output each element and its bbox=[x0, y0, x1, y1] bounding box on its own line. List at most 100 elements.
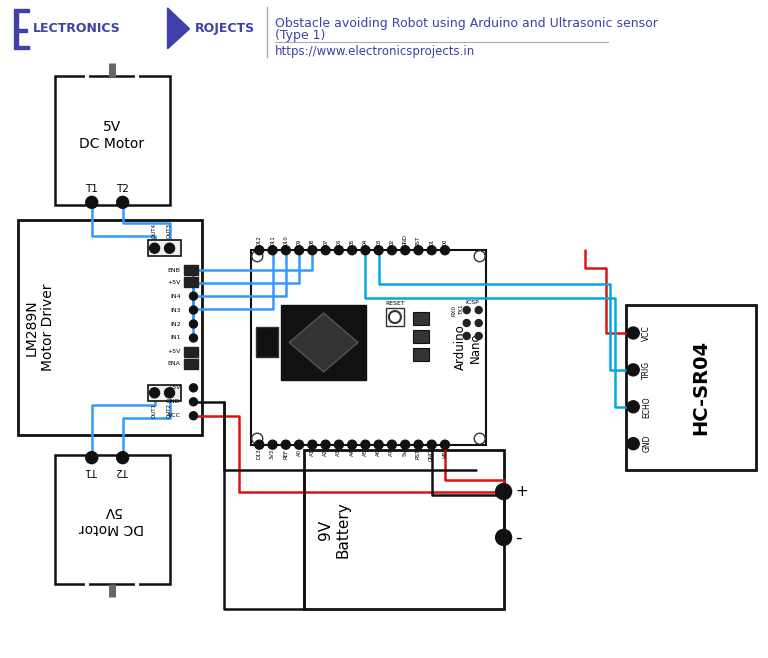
Text: A5: A5 bbox=[363, 449, 368, 456]
Bar bbox=[18, 220, 203, 435]
Circle shape bbox=[321, 245, 330, 255]
Text: ICSP: ICSP bbox=[466, 300, 479, 305]
Circle shape bbox=[427, 440, 436, 449]
Circle shape bbox=[281, 440, 290, 449]
Text: DC Motor
5V: DC Motor 5V bbox=[79, 505, 144, 534]
Text: D13: D13 bbox=[257, 449, 262, 459]
Bar bbox=[184, 359, 198, 369]
Text: A7: A7 bbox=[389, 449, 395, 456]
Bar bbox=[626, 305, 756, 470]
Text: D12: D12 bbox=[257, 236, 262, 246]
Text: +: + bbox=[515, 484, 528, 499]
Bar bbox=[413, 348, 429, 361]
Circle shape bbox=[348, 245, 356, 255]
Circle shape bbox=[150, 243, 160, 253]
Circle shape bbox=[495, 530, 511, 545]
Bar bbox=[55, 76, 170, 205]
Circle shape bbox=[475, 332, 482, 340]
Text: (Type 1): (Type 1) bbox=[275, 29, 326, 42]
Circle shape bbox=[190, 334, 197, 342]
Text: OUT3: OUT3 bbox=[167, 223, 172, 238]
Text: IN4: IN4 bbox=[170, 293, 180, 299]
Circle shape bbox=[414, 245, 423, 255]
Circle shape bbox=[627, 364, 639, 376]
Text: T1: T1 bbox=[85, 466, 98, 476]
Text: +5V: +5V bbox=[167, 280, 180, 285]
Text: ENB: ENB bbox=[167, 268, 180, 272]
Circle shape bbox=[401, 245, 409, 255]
Circle shape bbox=[374, 245, 383, 255]
Bar bbox=[147, 240, 181, 256]
Text: VCC: VCC bbox=[642, 325, 651, 341]
Text: GND: GND bbox=[429, 449, 434, 461]
Bar bbox=[281, 305, 366, 380]
Text: D4: D4 bbox=[363, 239, 368, 246]
Text: D8: D8 bbox=[310, 239, 315, 246]
Text: OUT1: OUT1 bbox=[152, 403, 157, 418]
Circle shape bbox=[190, 306, 197, 314]
Text: D3: D3 bbox=[376, 239, 381, 246]
Circle shape bbox=[281, 245, 290, 255]
Text: T2: T2 bbox=[116, 184, 129, 194]
Circle shape bbox=[86, 196, 98, 209]
Circle shape bbox=[190, 292, 197, 300]
Text: RX0: RX0 bbox=[452, 305, 456, 316]
Circle shape bbox=[495, 484, 511, 499]
Text: TRIG: TRIG bbox=[642, 361, 651, 379]
Circle shape bbox=[463, 320, 470, 326]
Polygon shape bbox=[167, 8, 190, 49]
Text: GND: GND bbox=[642, 435, 651, 453]
Circle shape bbox=[295, 440, 303, 449]
Bar bbox=[147, 385, 181, 401]
Text: GND: GND bbox=[166, 399, 180, 404]
Text: ROJECTS: ROJECTS bbox=[194, 22, 254, 36]
Text: T2: T2 bbox=[116, 466, 129, 476]
Text: A2: A2 bbox=[323, 449, 328, 456]
Text: OUT2: OUT2 bbox=[167, 403, 172, 418]
Text: Arduino
Nano: Arduino Nano bbox=[454, 324, 482, 370]
Circle shape bbox=[427, 245, 436, 255]
Text: ENA: ENA bbox=[167, 361, 180, 367]
Text: D11: D11 bbox=[270, 236, 275, 246]
Text: Obstacle avoiding Robot using Arduino and Ultrasonic sensor: Obstacle avoiding Robot using Arduino an… bbox=[275, 17, 658, 30]
Text: +5V: +5V bbox=[167, 349, 180, 355]
Text: IN2: IN2 bbox=[170, 322, 180, 326]
Bar bbox=[184, 277, 198, 287]
Circle shape bbox=[295, 245, 303, 255]
Text: D6: D6 bbox=[336, 239, 341, 246]
Bar bbox=[55, 455, 170, 584]
Circle shape bbox=[627, 401, 639, 413]
Circle shape bbox=[627, 438, 639, 449]
Circle shape bbox=[164, 388, 174, 398]
Bar bbox=[413, 312, 429, 325]
Circle shape bbox=[150, 388, 160, 398]
Circle shape bbox=[401, 440, 409, 449]
Bar bbox=[184, 265, 198, 275]
Text: TX1: TX1 bbox=[459, 305, 464, 315]
Bar bbox=[257, 327, 278, 357]
Text: -: - bbox=[515, 528, 522, 546]
Text: A3: A3 bbox=[336, 449, 341, 455]
Circle shape bbox=[414, 440, 423, 449]
Text: D0: D0 bbox=[442, 239, 448, 246]
Text: RESET: RESET bbox=[385, 301, 405, 306]
Polygon shape bbox=[290, 313, 358, 372]
Circle shape bbox=[190, 398, 197, 406]
Text: IN1: IN1 bbox=[170, 336, 180, 340]
Circle shape bbox=[463, 332, 470, 340]
Circle shape bbox=[190, 412, 197, 420]
Text: ECHO: ECHO bbox=[642, 396, 651, 418]
Circle shape bbox=[321, 440, 330, 449]
Text: RST: RST bbox=[416, 236, 421, 246]
Circle shape bbox=[86, 451, 98, 464]
Circle shape bbox=[255, 440, 263, 449]
Circle shape bbox=[627, 327, 639, 339]
Text: https://www.electronicsprojects.in: https://www.electronicsprojects.in bbox=[275, 45, 475, 58]
Text: D5: D5 bbox=[349, 239, 355, 246]
Text: LM289N
Motor Driver: LM289N Motor Driver bbox=[25, 284, 55, 371]
Text: A6: A6 bbox=[376, 449, 381, 456]
Text: VIN: VIN bbox=[442, 449, 448, 458]
Circle shape bbox=[441, 245, 449, 255]
Text: HC-SR04: HC-SR04 bbox=[691, 340, 710, 435]
Circle shape bbox=[255, 245, 263, 255]
